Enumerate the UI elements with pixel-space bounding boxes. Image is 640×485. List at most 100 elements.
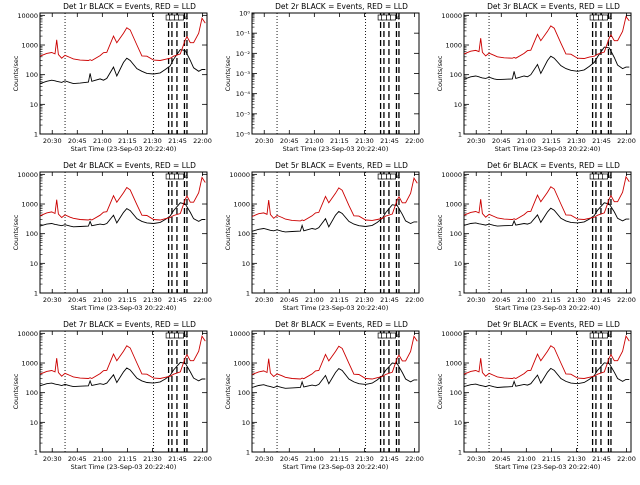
x-axis-label: Start Time (23-Sep-03 20:22:40) [495, 463, 601, 471]
panel-title: Det 2r BLACK = Events, RED = LLD [275, 2, 408, 11]
plot-frame [251, 171, 420, 294]
y-tick-label: 100 [450, 389, 462, 397]
panel-title: Det 8r BLACK = Events, RED = LLD [275, 320, 408, 329]
marker-box [178, 173, 184, 180]
y-tick-label: 1000 [21, 42, 38, 50]
y-tick-label: 1 [34, 290, 38, 298]
y-tick-label: 10000 [17, 12, 38, 20]
marker-label: 4 [608, 332, 612, 340]
marker-box [381, 332, 387, 339]
x-tick-label: 21:15 [542, 137, 561, 145]
marker-label: 4 [396, 332, 400, 340]
x-tick-label: 21:30 [143, 455, 162, 463]
y-tick-label: 100 [238, 230, 250, 238]
series-line-events [463, 202, 630, 227]
y-tick-label: 1000 [445, 201, 462, 209]
y-tick-label: 10⁻² [236, 50, 251, 58]
series-line-events [39, 202, 206, 228]
series-line-lld [39, 176, 206, 221]
x-tick-label: 21:15 [118, 455, 137, 463]
x-tick-label: 21:15 [118, 296, 137, 304]
marker-box [381, 173, 387, 180]
y-tick-label: 10⁻⁶ [236, 131, 251, 139]
marker-label: 4 [396, 173, 400, 181]
panel-det-5: Det 5r BLACK = Events, RED = LLD 1 10 100 10… [224, 161, 424, 312]
marker-box [169, 332, 175, 339]
y-tick-label: 1 [458, 290, 462, 298]
marker-box [602, 173, 608, 180]
x-tick-label: 22:00 [405, 137, 424, 145]
x-tick-label: 20:45 [492, 455, 511, 463]
plot-frame [463, 171, 632, 294]
x-axis-label: Start Time (23-Sep-03 20:22:40) [71, 463, 177, 471]
x-tick-label: 21:45 [168, 455, 187, 463]
plot-frame [463, 330, 632, 453]
marker-label: 4 [184, 14, 188, 22]
x-axis-label: Start Time (23-Sep-03 20:22:40) [283, 304, 389, 312]
y-tick-label: 10000 [441, 12, 462, 20]
y-axis-label: Counts/sec [224, 55, 232, 91]
series-line-events [463, 362, 630, 388]
x-tick-label: 20:30 [255, 455, 274, 463]
x-tick-label: 22:00 [617, 296, 636, 304]
y-tick-label: 1000 [21, 360, 38, 368]
x-tick-label: 21:15 [118, 137, 137, 145]
series-line-events [39, 49, 206, 85]
marker-box [169, 14, 175, 21]
x-tick-label: 21:30 [143, 137, 162, 145]
y-tick-label: 1 [458, 449, 462, 457]
x-tick-label: 21:15 [330, 137, 349, 145]
x-tick-label: 22:00 [193, 296, 212, 304]
y-tick-label: 10 [242, 260, 250, 268]
y-tick-label: 10 [30, 101, 38, 109]
y-tick-label: 10000 [229, 171, 250, 179]
y-tick-label: 1 [246, 290, 250, 298]
x-tick-label: 21:15 [330, 296, 349, 304]
panel-title: Det 6r BLACK = Events, RED = LLD [487, 161, 620, 170]
y-tick-label: 1 [34, 131, 38, 139]
marker-label: 4 [608, 173, 612, 181]
series-line-lld [251, 335, 418, 380]
y-tick-label: 10⁻³ [236, 70, 251, 78]
marker-box [593, 14, 599, 21]
x-tick-label: 21:30 [355, 296, 374, 304]
x-tick-label: 20:30 [255, 137, 274, 145]
x-tick-label: 22:00 [405, 296, 424, 304]
x-tick-label: 21:45 [380, 137, 399, 145]
x-tick-label: 21:30 [567, 455, 586, 463]
x-tick-label: 20:30 [43, 296, 62, 304]
y-axis-label: Counts/sec [12, 373, 20, 409]
y-axis-label: Counts/sec [224, 373, 232, 409]
x-tick-label: 20:30 [43, 137, 62, 145]
y-tick-label: 10000 [441, 171, 462, 179]
y-axis-label: Counts/sec [436, 214, 444, 250]
x-tick-label: 21:00 [305, 455, 324, 463]
marker-box [178, 14, 184, 21]
y-tick-label: 10000 [17, 171, 38, 179]
y-tick-label: 100 [450, 71, 462, 79]
y-tick-label: 1000 [21, 201, 38, 209]
y-axis-label: Counts/sec [12, 214, 20, 250]
x-tick-label: 20:30 [43, 455, 62, 463]
x-tick-label: 21:45 [592, 137, 611, 145]
marker-box [602, 14, 608, 21]
series-line-events [39, 361, 206, 388]
marker-label: 4 [184, 332, 188, 340]
y-tick-label: 1 [246, 449, 250, 457]
y-axis-label: Counts/sec [12, 55, 20, 91]
x-axis-label: Start Time (23-Sep-03 20:22:40) [283, 145, 389, 153]
marker-box [390, 14, 396, 21]
y-tick-label: 10000 [17, 330, 38, 338]
x-tick-label: 21:45 [168, 137, 187, 145]
y-tick-label: 10⁰ [239, 10, 250, 18]
x-axis-label: Start Time (23-Sep-03 20:22:40) [495, 304, 601, 312]
panel-det-7: Det 7r BLACK = Events, RED = LLD 1 10 100 10… [12, 320, 212, 471]
x-tick-label: 20:45 [492, 137, 511, 145]
marker-box [381, 14, 387, 21]
y-tick-label: 10⁻⁵ [236, 110, 251, 118]
x-tick-label: 21:45 [592, 455, 611, 463]
x-axis-label: Start Time (23-Sep-03 20:22:40) [71, 145, 177, 153]
series-line-lld [39, 17, 206, 62]
x-tick-label: 20:45 [68, 137, 87, 145]
